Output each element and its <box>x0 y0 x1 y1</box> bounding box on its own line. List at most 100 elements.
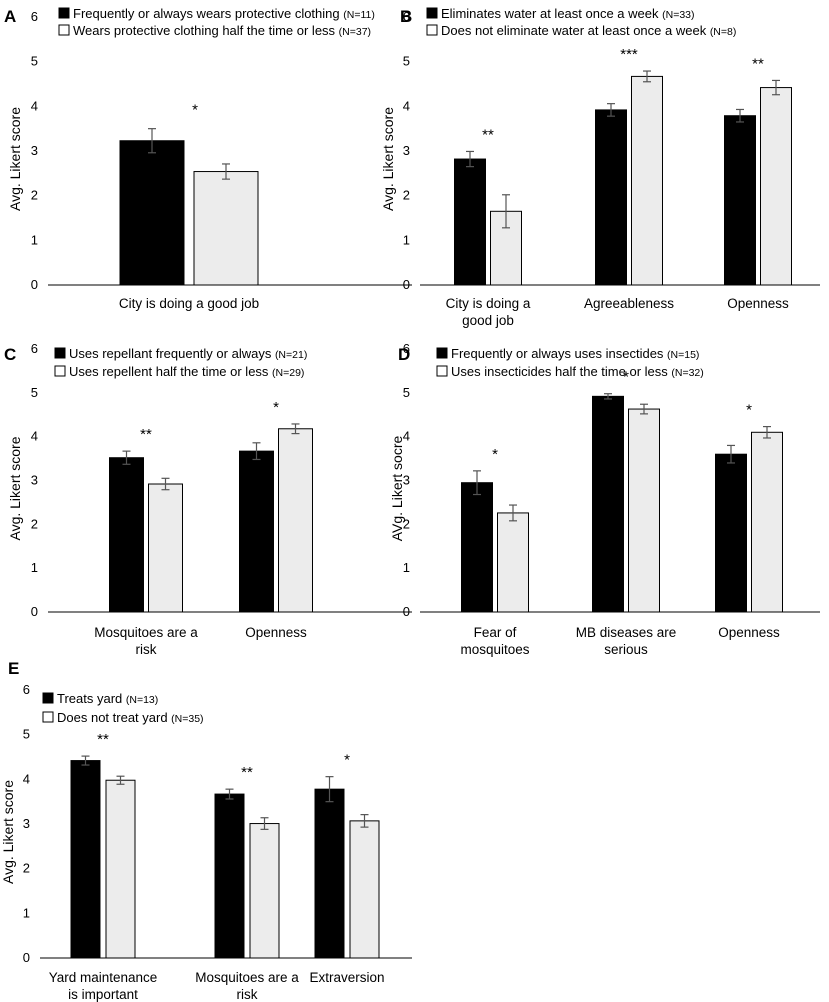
legend-label: Uses insecticides half the time or less … <box>451 364 704 379</box>
category-label-line: Openness <box>727 296 789 311</box>
y-tick-label: 2 <box>403 516 410 531</box>
category-label-line: is important <box>68 987 138 1002</box>
legend-swatch <box>42 711 54 723</box>
legend-sample-size: (N=8) <box>710 26 737 38</box>
error-bar <box>116 775 125 785</box>
y-tick-label: 3 <box>403 473 410 488</box>
error-bar <box>607 103 615 117</box>
legend-swatch <box>54 347 66 359</box>
legend-item-group-a: Uses repellant frequently or always (N=2… <box>54 346 307 361</box>
legend-swatch <box>436 347 448 359</box>
bar-group-a <box>70 760 101 959</box>
bar-group-b <box>249 823 280 959</box>
y-tick-label: 1 <box>31 560 38 575</box>
significance-marker: ** <box>140 426 152 443</box>
panel-d: D 0 1 2 3 4 5 6 AVg. Likert socre * Fear of mosquit… <box>389 341 820 657</box>
error-bar <box>122 450 131 465</box>
legend-item-group-a: Treats yard (N=13) <box>42 691 158 706</box>
category-label-line: risk <box>136 642 157 657</box>
error-bar <box>81 755 90 766</box>
y-tick-label: 2 <box>31 516 38 531</box>
error-bar <box>502 194 510 229</box>
legend-series-name: Eliminates water at least once a week <box>441 6 662 21</box>
y-axis-label: AVg. Likert socre <box>389 436 405 542</box>
y-axis-label: Avg. Likert score <box>7 436 23 540</box>
bar-group-b <box>278 428 313 613</box>
panel-e: E 0 1 2 3 4 5 6 Avg. Likert score ** Yard maintena… <box>0 659 412 1002</box>
y-tick-label: 5 <box>403 385 410 400</box>
bar-group-a <box>592 395 624 613</box>
y-tick-label: 5 <box>31 385 38 400</box>
error-bar <box>640 403 648 415</box>
legend-swatch <box>426 7 438 19</box>
legend-sample-size: (N=29) <box>272 367 304 379</box>
error-bar <box>222 163 230 180</box>
category-label-line: Fear of <box>474 625 517 640</box>
category-label-line: Openness <box>718 625 780 640</box>
significance-marker: ** <box>752 55 764 72</box>
category-label: MB diseases are serious <box>576 625 677 657</box>
error-bar <box>148 128 156 154</box>
category-label-line: risk <box>237 987 258 1002</box>
y-tick-label: 6 <box>403 341 410 356</box>
panel-letter: E <box>8 659 19 678</box>
panel-letter: D <box>398 345 410 364</box>
error-bar <box>473 470 481 496</box>
category-label: Agreeableness <box>584 296 674 311</box>
legend-label: Does not treat yard (N=35) <box>57 710 204 725</box>
y-tick-label: 6 <box>403 9 410 24</box>
panel-letter: A <box>4 7 16 26</box>
legend-sample-size: (N=13) <box>126 694 158 706</box>
error-bar <box>509 504 517 522</box>
error-bar <box>161 477 170 491</box>
panel-c: C 0 1 2 3 4 5 6 Avg. Likert score ** Mosquitoes ar… <box>4 341 412 657</box>
bar-group-b <box>193 171 259 286</box>
significance-marker: *** <box>620 46 638 63</box>
legend-label: Frequently or always wears protective cl… <box>73 6 375 21</box>
y-tick-label: 4 <box>31 429 38 444</box>
legend-item-group-b: Uses insecticides half the time or less … <box>436 364 704 379</box>
y-tick-label: 6 <box>31 341 38 356</box>
y-axis-label: Avg. Likert score <box>380 107 396 211</box>
legend-label: Wears protective clothing half the time … <box>73 23 371 38</box>
bar-group-a <box>724 115 756 286</box>
legend-series-name: Frequently or always wears protective cl… <box>73 6 343 21</box>
category-label-line: Mosquitoes are a <box>195 970 299 985</box>
legend-item-group-b: Does not eliminate water at least once a… <box>426 23 737 38</box>
category-label: Yard maintenance is important <box>49 970 158 1002</box>
significance-marker: * <box>192 102 198 119</box>
y-tick-label: 3 <box>403 143 410 158</box>
significance-marker: ** <box>97 731 109 748</box>
y-tick-label: 3 <box>23 816 30 831</box>
legend-series-name: Uses repellent half the time or less <box>69 364 272 379</box>
category-label: City is doing a good job <box>119 296 259 311</box>
error-bar <box>772 79 780 96</box>
significance-marker: * <box>273 399 279 416</box>
bar-group-b <box>631 75 663 286</box>
legend-swatch <box>58 7 70 19</box>
legend-sample-size: (N=35) <box>171 713 203 725</box>
category-label: Fear of mosquitoes <box>460 625 529 657</box>
category-label: Openness <box>727 296 789 311</box>
significance-marker: * <box>623 369 629 386</box>
y-tick-label: 4 <box>31 98 38 113</box>
legend-swatch <box>426 24 438 36</box>
legend-label: Eliminates water at least once a week (N… <box>441 6 695 21</box>
bar-group-b <box>349 820 380 959</box>
category-label: Extraversion <box>309 970 384 985</box>
panel-a: A 0 1 2 3 4 5 6 Avg. Likert score * City is doing … <box>4 6 412 311</box>
legend-series-name: Uses repellant frequently or always <box>69 346 275 361</box>
bar-group-a <box>461 482 493 613</box>
legend-label: Frequently or always uses insectides (N=… <box>451 346 699 361</box>
legend-item-group-b: Uses repellent half the time or less (N=… <box>54 364 304 379</box>
y-tick-label: 4 <box>403 429 410 444</box>
legend-item-group-a: Frequently or always uses insectides (N=… <box>436 346 699 361</box>
bar-group-b <box>751 431 783 613</box>
bar-group-a <box>109 457 144 613</box>
error-bar <box>260 817 269 830</box>
legend-series-name: Treats yard <box>57 691 126 706</box>
significance-marker: ** <box>482 126 494 143</box>
error-bar <box>643 70 651 83</box>
y-tick-label: 1 <box>31 232 38 247</box>
